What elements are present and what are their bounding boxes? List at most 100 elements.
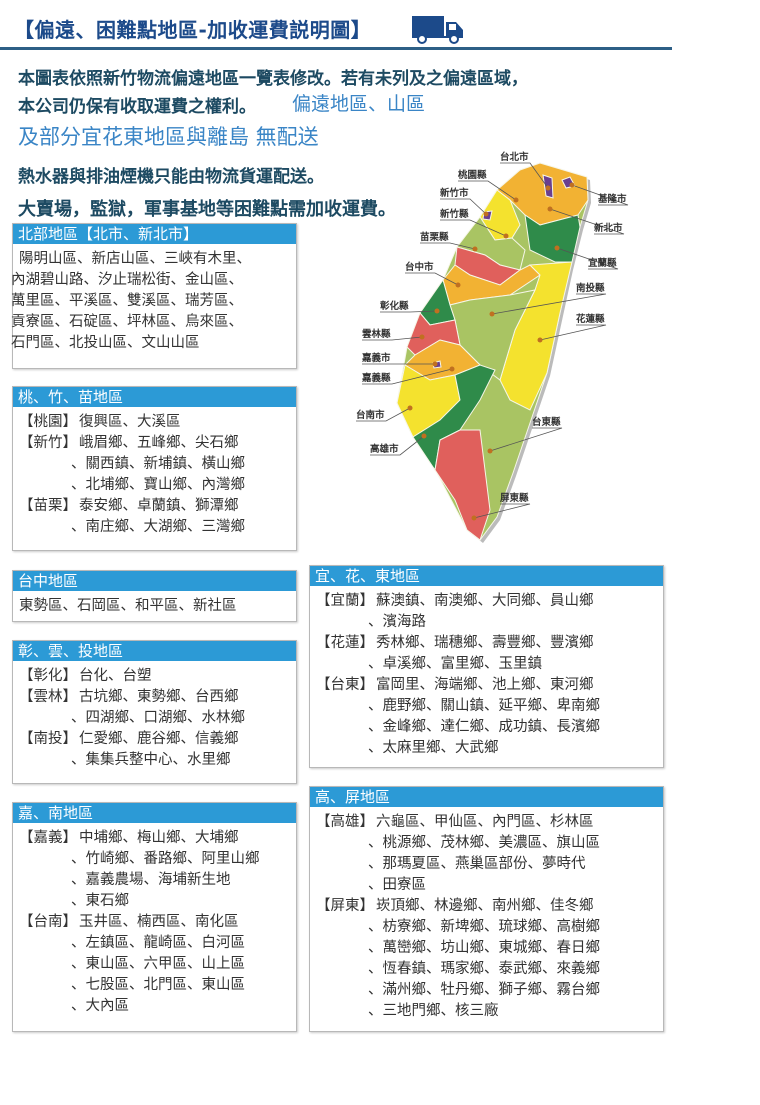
location-dot	[471, 515, 477, 521]
region-body: 東勢區、石岡區、和平區、新社區	[13, 591, 296, 622]
region-body: 【高雄】 六龜區、甲仙區、內門區、杉林區 、桃源鄉、茂林鄉、美濃區、旗山區 、那瑪夏區…	[310, 807, 663, 1027]
location-dot	[554, 245, 560, 251]
area-line: 、金峰鄉、達仁鄉、成功鎮、長濱鄉	[316, 717, 657, 738]
location-dot	[419, 334, 425, 340]
map-label: 台北市	[500, 151, 529, 163]
area-line: 、北埔鄉、寶山鄉、內灣鄉	[19, 475, 290, 496]
map-label: 雲林縣	[362, 328, 391, 340]
map-label: 基隆市	[597, 193, 627, 205]
region-body: 陽明山區、新店山區、三峽有木里、 內湖碧山路、汐止瑞松街、金山區、 萬里區、平溪區、…	[11, 244, 296, 359]
intro-line-2: 本公司仍保有收取運費之權利。	[18, 97, 256, 117]
region-box-jianan: 嘉、南地區 【嘉義】 中埔鄉、梅山鄉、大埔鄉 、竹崎鄉、番路鄉、阿里山鄉 、嘉義農場、海…	[12, 802, 297, 1032]
county-label: 【屏東】	[316, 898, 374, 914]
map-label: 南投縣	[576, 282, 605, 294]
county-label	[316, 654, 376, 675]
county-label	[19, 708, 79, 729]
area-text: 、鹿野鄉、關山鎮、延平鄉、卑南鄉	[368, 698, 600, 714]
leader-line	[440, 219, 507, 237]
county-label	[316, 717, 376, 738]
region-title: 台中地區	[13, 571, 296, 591]
county-label	[19, 975, 79, 996]
county-label	[19, 454, 79, 475]
location-dot	[483, 211, 489, 217]
area-text: 貢寮區、石碇區、坪林區、烏來區、	[11, 314, 243, 330]
region-box-changyuntou: 彰、雲、投地區 【彰化】 台化、台塑 【雲林】 古坑鄉、東勢鄉、台西鄉 、四湖鄉、口湖鄉、…	[12, 640, 297, 784]
area-text: 六龜區、甲仙區、內門區、杉林區	[376, 814, 594, 830]
area-line: 、竹崎鄉、番路鄉、阿里山鄉	[19, 849, 290, 870]
area-line: 、三地門鄉、核三廠	[316, 1001, 657, 1022]
region-body: 【彰化】 台化、台塑 【雲林】 古坑鄉、東勢鄉、台西鄉 、四湖鄉、口湖鄉、水林鄉 【南投】…	[13, 661, 296, 776]
county-label	[316, 980, 376, 1001]
county-label	[19, 750, 79, 771]
area-text: 東勢區、石岡區、和平區、新社區	[19, 598, 237, 614]
county-label: 【嘉義】	[19, 830, 77, 846]
leader-line	[356, 407, 411, 422]
county-label	[316, 938, 376, 959]
intro-line-6: 大賣場，監獄，軍事基地等困難點需加收運費。	[18, 199, 396, 220]
leader-line	[440, 198, 487, 215]
county-label	[19, 475, 79, 496]
area-text: 、東山區、六甲區、山上區	[71, 956, 245, 972]
map-label: 台南市	[356, 409, 385, 421]
location-dot	[455, 282, 461, 288]
area-line: 、左鎮區、龍崎區、白河區	[19, 933, 290, 954]
map-label: 苗栗縣	[420, 231, 449, 243]
area-text: 、北埔鄉、寶山鄉、內灣鄉	[71, 477, 245, 493]
leader-line	[571, 184, 629, 206]
county-label: 【苗栗】	[19, 498, 77, 514]
area-text: 、那瑪夏區、燕巢區部份、夢時代	[368, 856, 586, 872]
area-line: 、集集兵整中心、水里鄉	[19, 750, 290, 771]
location-dot	[487, 448, 493, 454]
region-title: 北部地區【北市、新北市】	[13, 224, 296, 244]
map-label: 新竹縣	[440, 208, 469, 220]
county-label: 【桃園】	[19, 414, 77, 430]
area-text: 、竹崎鄉、番路鄉、阿里山鄉	[71, 851, 260, 867]
location-dot	[489, 311, 495, 317]
map-label: 新北市	[594, 222, 623, 234]
area-text: 古坑鄉、東勢鄉、台西鄉	[79, 689, 239, 705]
area-line: 【台南】 玉井區、楠西區、南化區	[19, 912, 290, 933]
leader-line	[549, 208, 625, 235]
area-text: 台化、台塑	[79, 668, 152, 684]
region-yilan	[524, 213, 581, 263]
location-dot	[547, 206, 553, 212]
location-dot	[472, 246, 478, 252]
region-body: 【桃園】 復興區、大溪區 【新竹】 峨眉鄉、五峰鄉、尖石鄉 、關西鎮、新埔鎮、橫山鄉 、北…	[13, 407, 296, 543]
area-line: 內湖碧山路、汐止瑞松街、金山區、	[11, 270, 290, 291]
area-text: 、左鎮區、龍崎區、白河區	[71, 935, 245, 951]
county-label	[316, 917, 376, 938]
area-text: 內湖碧山路、汐止瑞松街、金山區、	[11, 272, 243, 288]
area-line: 【雲林】 古坑鄉、東勢鄉、台西鄉	[19, 687, 290, 708]
area-text: 石門區、北投山區、文山山區	[11, 335, 200, 351]
county-label	[19, 954, 79, 975]
area-line: 萬里區、平溪區、雙溪區、瑞芳區、	[11, 291, 290, 312]
area-line: 【屏東】 崁頂鄉、林邊鄉、南州鄉、佳冬鄉	[316, 896, 657, 917]
map-label: 彰化縣	[380, 300, 409, 312]
location-dot	[421, 433, 427, 439]
area-line: 、鹿野鄉、關山鎮、延平鄉、卑南鄉	[316, 696, 657, 717]
location-dot	[449, 366, 455, 372]
region-title: 桃、竹、苗地區	[13, 387, 296, 407]
map-label: 高雄市	[370, 443, 399, 455]
leader-line	[473, 503, 531, 519]
area-line: 、大內區	[19, 996, 290, 1017]
area-text: 泰安鄉、卓蘭鎮、獅潭鄉	[79, 498, 239, 514]
area-text: 、七股區、北門區、東山區	[71, 977, 245, 993]
county-label: 【花蓮】	[316, 635, 374, 651]
leader-line	[500, 162, 549, 189]
region-box-gaoping: 高、屏地區 【高雄】 六龜區、甲仙區、內門區、杉林區 、桃源鄉、茂林鄉、美濃區、旗山區…	[309, 786, 664, 1032]
area-line: 【高雄】 六龜區、甲仙區、內門區、杉林區	[316, 812, 657, 833]
region-title: 高、屏地區	[310, 787, 663, 807]
map-label: 新竹市	[440, 187, 469, 199]
location-dot	[513, 197, 519, 203]
county-label	[316, 854, 376, 875]
region-body: 【宜蘭】 蘇澳鎮、南澳鄉、大同鄉、員山鄉 、濱海路 【花蓮】 秀林鄉、瑞穗鄉、壽豐鄉、豐…	[310, 586, 663, 764]
region-title: 嘉、南地區	[13, 803, 296, 823]
location-dot	[569, 182, 575, 188]
area-line: 【彰化】 台化、台塑	[19, 666, 290, 687]
area-line: 【嘉義】 中埔鄉、梅山鄉、大埔鄉	[19, 828, 290, 849]
area-line: 【南投】 仁愛鄉、鹿谷鄉、信義鄉	[19, 729, 290, 750]
area-line: 【花蓮】 秀林鄉、瑞穗鄉、壽豐鄉、豐濱鄉	[316, 633, 657, 654]
map-label: 宜蘭縣	[588, 257, 617, 269]
